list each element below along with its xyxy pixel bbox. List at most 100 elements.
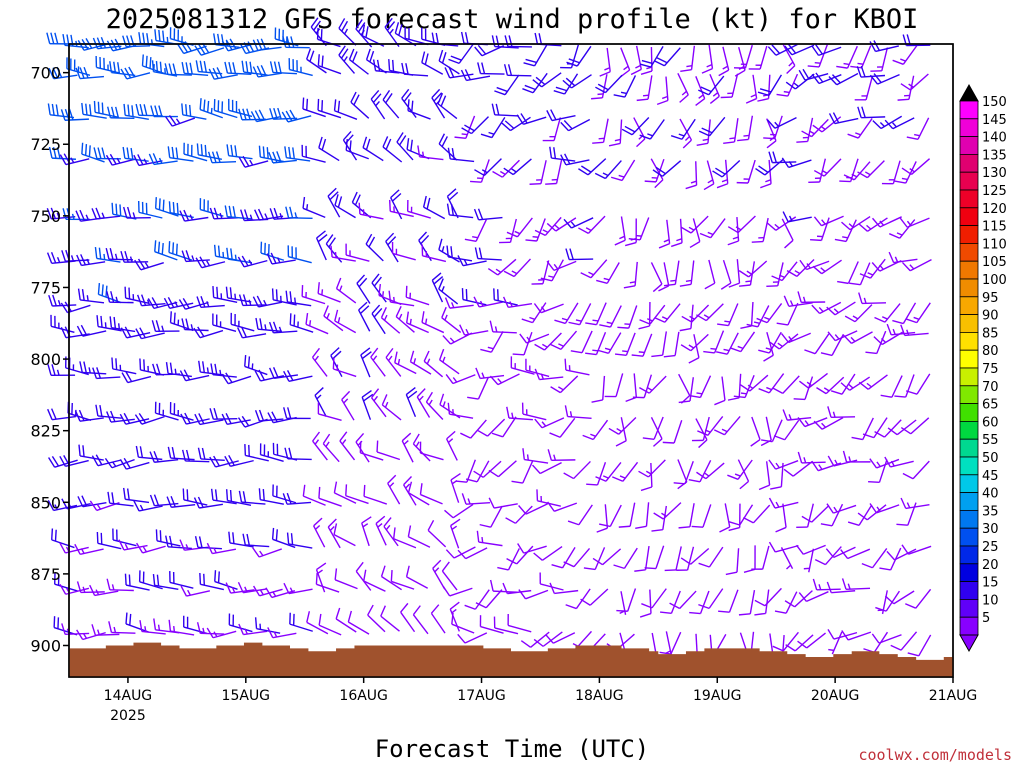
wind-barb <box>740 301 754 330</box>
y-tick-label: 750 <box>30 207 61 226</box>
wind-barb <box>91 624 120 636</box>
wind-barb <box>492 159 520 178</box>
wind-barb <box>812 259 842 275</box>
wind-barb <box>547 449 576 461</box>
wind-barb <box>448 43 474 65</box>
wind-barb <box>406 199 431 219</box>
wind-barb <box>318 136 340 162</box>
wind-barb <box>521 402 547 421</box>
wind-barb <box>847 118 873 139</box>
wind-barb <box>551 546 576 569</box>
wind-barb <box>905 373 931 395</box>
wind-barb <box>47 456 78 468</box>
wind-barb <box>311 347 328 377</box>
wind-barb <box>136 542 166 554</box>
wind-barb <box>335 277 357 304</box>
wind-barb <box>447 147 475 163</box>
colorbar-label: 15 <box>982 576 999 591</box>
wind-barb <box>405 311 429 334</box>
wind-barb <box>841 215 871 231</box>
wind-barb <box>48 294 77 307</box>
wind-barb <box>94 247 121 263</box>
wind-barb <box>135 327 165 340</box>
wind-barb <box>613 547 638 570</box>
wind-barb <box>639 375 667 394</box>
wind-barb <box>799 372 828 389</box>
wind-barb <box>212 313 237 332</box>
colorbar-label: 120 <box>982 202 1007 217</box>
wind-barb <box>827 455 858 467</box>
wind-barb <box>591 375 606 403</box>
wind-barb <box>407 99 431 120</box>
wind-barb <box>856 65 886 78</box>
wind-barb <box>638 459 666 478</box>
wind-barb <box>193 326 224 339</box>
wind-barb <box>359 441 384 461</box>
wind-barb <box>736 159 756 184</box>
wind-barb <box>608 417 637 435</box>
colorbar-swatch <box>959 545 979 565</box>
wind-barb <box>768 497 799 509</box>
wind-barb <box>333 481 357 504</box>
wind-barb <box>874 419 902 438</box>
wind-barb <box>616 588 637 612</box>
wind-barb <box>361 516 372 547</box>
wind-barb <box>663 331 680 358</box>
terrain-fill <box>69 642 953 677</box>
wind-barb <box>302 97 326 118</box>
wind-barb <box>460 419 487 439</box>
wind-barb <box>563 217 594 229</box>
wind-barb <box>899 217 930 228</box>
wind-barb <box>493 616 519 635</box>
wind-barb <box>695 418 708 449</box>
wind-barb <box>181 61 209 77</box>
wind-barb <box>720 73 739 99</box>
wind-barb <box>473 296 503 308</box>
wind-barb <box>669 590 697 610</box>
colorbar-swatch <box>959 616 979 636</box>
wind-barb <box>339 431 356 461</box>
wind-barb <box>60 301 91 314</box>
wind-barb <box>560 153 590 166</box>
wind-barb <box>678 503 695 529</box>
y-tick-label: 775 <box>30 278 61 297</box>
wind-barb <box>77 288 105 304</box>
wind-barb <box>679 260 695 287</box>
wind-barb <box>376 440 401 461</box>
wind-barb <box>412 605 429 635</box>
wind-barb <box>76 254 106 267</box>
wind-barb <box>685 161 698 190</box>
wind-barb <box>553 73 579 95</box>
wind-barb <box>287 245 312 264</box>
wind-barb <box>720 259 732 290</box>
wind-barb <box>315 562 327 593</box>
wind-barb <box>703 330 725 354</box>
wind-barb <box>345 484 369 505</box>
wind-barb <box>506 545 534 565</box>
wind-barb <box>650 158 664 189</box>
wind-barb <box>327 518 341 549</box>
wind-barb <box>455 459 477 483</box>
wind-barb <box>252 295 283 308</box>
wind-barb <box>872 115 903 130</box>
wind-barb <box>653 47 681 67</box>
wind-barb <box>208 67 238 80</box>
wind-barb <box>122 487 150 504</box>
wind-barb <box>285 206 313 220</box>
chart-title: 2025081312 GFS forecast wind profile (kt… <box>106 4 919 35</box>
wind-barb <box>656 76 669 106</box>
wind-barb <box>76 324 107 337</box>
colorbar-label: 20 <box>982 558 999 573</box>
wind-barb <box>580 259 608 279</box>
wind-barb <box>487 258 517 276</box>
wind-barb <box>181 318 209 332</box>
wind-barb <box>888 251 918 264</box>
wind-barb <box>338 45 356 74</box>
wind-barb <box>564 358 590 376</box>
wind-barb <box>534 332 562 351</box>
wind-barb <box>385 347 402 377</box>
colorbar-label: 135 <box>982 148 1007 163</box>
wind-barb <box>745 74 758 104</box>
wind-barb <box>405 285 430 306</box>
wind-barb <box>225 489 252 506</box>
